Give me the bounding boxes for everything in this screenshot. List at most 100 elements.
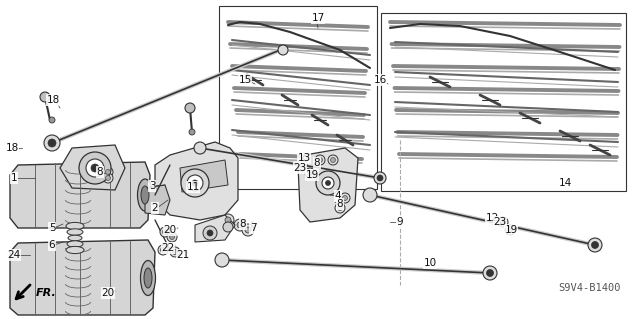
Circle shape <box>103 173 113 183</box>
Circle shape <box>374 172 386 184</box>
Circle shape <box>222 214 234 226</box>
Circle shape <box>103 167 113 177</box>
Circle shape <box>207 230 213 236</box>
Circle shape <box>234 219 246 231</box>
Circle shape <box>297 160 307 170</box>
Circle shape <box>173 249 177 255</box>
Circle shape <box>40 92 50 102</box>
Circle shape <box>483 266 497 280</box>
Circle shape <box>591 241 598 249</box>
Text: FR.: FR. <box>36 288 57 298</box>
Circle shape <box>505 225 515 235</box>
Circle shape <box>158 245 168 255</box>
Polygon shape <box>155 142 238 220</box>
Text: 20: 20 <box>163 225 177 235</box>
Polygon shape <box>60 145 125 190</box>
Circle shape <box>225 217 231 223</box>
Circle shape <box>192 180 198 186</box>
Text: 3: 3 <box>148 181 156 191</box>
Circle shape <box>330 158 335 162</box>
Text: 16: 16 <box>373 75 387 85</box>
Circle shape <box>170 234 175 240</box>
Circle shape <box>160 227 170 237</box>
Circle shape <box>305 168 315 178</box>
Circle shape <box>95 165 105 175</box>
Circle shape <box>322 177 334 189</box>
Text: 6: 6 <box>49 240 55 250</box>
Polygon shape <box>298 148 358 222</box>
Ellipse shape <box>67 229 83 235</box>
Circle shape <box>187 175 203 191</box>
Text: 13: 13 <box>298 153 310 163</box>
Circle shape <box>181 169 209 197</box>
Circle shape <box>500 219 506 225</box>
Circle shape <box>49 117 55 123</box>
Circle shape <box>342 196 348 201</box>
Polygon shape <box>10 240 155 315</box>
Text: 5: 5 <box>49 223 55 233</box>
Circle shape <box>317 158 323 162</box>
Ellipse shape <box>66 246 84 254</box>
Ellipse shape <box>141 186 149 204</box>
Text: 21: 21 <box>177 250 189 260</box>
Text: 23: 23 <box>293 163 307 173</box>
Circle shape <box>189 129 195 135</box>
Text: 8: 8 <box>97 167 103 177</box>
Text: 11: 11 <box>186 182 200 192</box>
Text: 2: 2 <box>152 203 158 213</box>
Text: 22: 22 <box>161 243 175 253</box>
Text: 23: 23 <box>493 217 507 227</box>
Circle shape <box>278 45 288 55</box>
Circle shape <box>242 224 254 236</box>
Circle shape <box>48 139 56 147</box>
Circle shape <box>167 232 177 242</box>
Text: 17: 17 <box>312 13 324 23</box>
Text: 19: 19 <box>305 170 319 180</box>
Circle shape <box>185 103 195 113</box>
Circle shape <box>97 167 102 173</box>
Circle shape <box>245 227 251 233</box>
Circle shape <box>326 181 330 186</box>
Text: 9: 9 <box>397 217 403 227</box>
Ellipse shape <box>67 241 83 247</box>
Circle shape <box>316 171 340 195</box>
Circle shape <box>328 155 338 165</box>
Circle shape <box>215 253 229 267</box>
Circle shape <box>237 222 243 228</box>
Text: 1: 1 <box>11 173 17 183</box>
Text: 10: 10 <box>424 258 436 268</box>
Polygon shape <box>10 162 150 228</box>
Circle shape <box>337 205 342 211</box>
Text: 8: 8 <box>314 158 320 168</box>
Ellipse shape <box>66 222 84 230</box>
Circle shape <box>170 247 180 257</box>
Circle shape <box>315 155 325 165</box>
Bar <box>219 6 377 189</box>
Text: S9V4-B1400: S9V4-B1400 <box>558 283 621 293</box>
Circle shape <box>194 142 206 154</box>
Circle shape <box>161 248 166 253</box>
Ellipse shape <box>144 268 152 288</box>
Text: 19: 19 <box>504 225 518 235</box>
Text: 18: 18 <box>5 143 19 153</box>
Circle shape <box>223 222 233 232</box>
Circle shape <box>340 193 350 203</box>
Ellipse shape <box>138 179 152 211</box>
Circle shape <box>106 169 111 174</box>
Text: 7: 7 <box>250 223 256 233</box>
Circle shape <box>91 164 99 172</box>
Circle shape <box>335 203 345 213</box>
Circle shape <box>377 175 383 181</box>
Polygon shape <box>145 185 170 215</box>
Text: 20: 20 <box>101 288 115 298</box>
Circle shape <box>203 226 217 240</box>
Circle shape <box>508 227 513 233</box>
Circle shape <box>307 170 312 175</box>
Circle shape <box>498 217 508 227</box>
Circle shape <box>486 270 493 277</box>
Circle shape <box>163 229 168 234</box>
Circle shape <box>79 152 111 184</box>
Text: 14: 14 <box>558 178 572 188</box>
Text: 8: 8 <box>337 199 343 209</box>
Circle shape <box>44 135 60 151</box>
